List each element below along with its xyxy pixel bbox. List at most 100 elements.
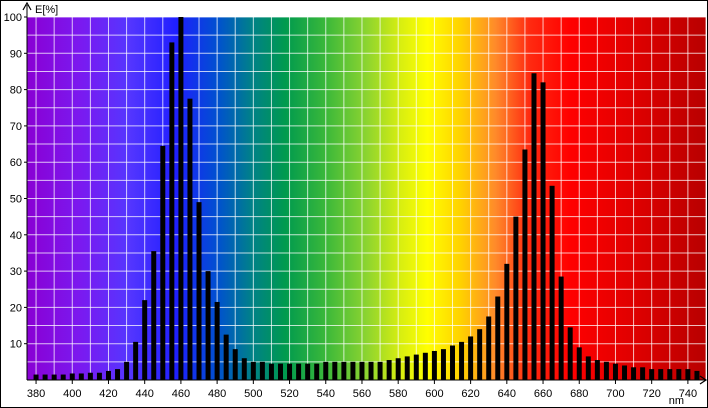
spectrum-bar <box>124 361 130 380</box>
spectrum-bar <box>622 365 628 380</box>
spectrum-bar <box>450 345 455 380</box>
x-tick-label: 720 <box>643 388 661 400</box>
x-axis-label: nm <box>669 395 684 407</box>
spectrum-bar <box>341 361 347 380</box>
spectrum-bar <box>649 369 655 380</box>
spectrum-bar <box>115 369 121 380</box>
spectrum-bar <box>105 370 111 380</box>
spectrum-bar <box>268 363 274 380</box>
spectrum-bar <box>214 301 220 380</box>
spectrum-bar <box>640 367 646 380</box>
spectrum-bar <box>160 145 166 380</box>
spectrum-bar <box>223 334 229 380</box>
spectrum-bar <box>694 370 700 380</box>
x-tick-label: 460 <box>172 388 190 400</box>
spectrum-bar <box>676 369 682 380</box>
spectrum-bar <box>531 73 537 380</box>
x-tick-label: 700 <box>606 388 624 400</box>
spectrum-bar <box>332 361 338 380</box>
bar-series <box>33 17 700 381</box>
spectrum-bar <box>178 17 184 380</box>
tick-labels: 380 400 420 440 460 480 500 520 540 560 580 600 620 6… <box>4 12 697 400</box>
spectrum-bar <box>658 369 664 380</box>
spectrum-bar <box>603 361 609 380</box>
y-axis-label: E[%] <box>35 4 58 16</box>
spectrum-bar <box>422 352 428 380</box>
spectrum-bar <box>78 373 84 380</box>
spectrum-bar <box>377 361 383 380</box>
spectrum-bar <box>87 372 93 380</box>
spectrum-bar <box>558 276 564 380</box>
spectrum-bar <box>413 354 419 380</box>
y-axis-arrow <box>22 1 32 11</box>
spectrum-bar <box>305 363 311 380</box>
spectrum-bar <box>468 336 474 380</box>
spectrum-bar <box>296 363 302 380</box>
y-tick-label: 50 <box>10 194 22 206</box>
spectrum-bar <box>60 374 66 380</box>
y-tick-label: 90 <box>10 48 22 60</box>
spectrum-bar <box>278 363 283 380</box>
x-tick-label: 540 <box>317 388 335 400</box>
x-tick-label: 560 <box>353 388 371 400</box>
spectrum-bar <box>594 360 600 380</box>
spectrum-bar <box>585 356 591 380</box>
spectrum-bar <box>250 361 256 380</box>
spectrum-bar <box>477 329 483 380</box>
spectrum-bar <box>33 374 39 380</box>
y-tick-label: 60 <box>10 157 22 169</box>
spectrum-bar <box>522 149 528 380</box>
x-axis-arrow <box>699 375 708 385</box>
spectrum-bar <box>395 358 401 380</box>
spectrum-bar <box>404 356 410 380</box>
spectrum-bar <box>549 185 555 380</box>
spectrum-bar <box>314 363 320 380</box>
x-tick-label: 440 <box>136 388 154 400</box>
x-tick-label: 640 <box>498 388 516 400</box>
spectrum-bar <box>631 367 637 380</box>
spectrum-bar <box>96 372 102 380</box>
spectrum-bar <box>205 271 211 380</box>
spectrum-bar <box>540 82 546 380</box>
spectrum-bar <box>196 202 202 380</box>
spectrum-bar <box>576 347 582 380</box>
spectrum-bar <box>51 374 57 380</box>
spectrum-bar <box>567 327 573 380</box>
x-tick-label: 600 <box>425 388 443 400</box>
x-tick-label: 420 <box>99 388 117 400</box>
spectrum-bar <box>241 358 247 380</box>
spectrum-bar <box>667 369 673 380</box>
spectrum-bar <box>431 350 437 380</box>
spectrum-bar <box>169 42 175 380</box>
spectrum-bar <box>504 263 510 380</box>
spectrum-bar <box>486 316 492 380</box>
y-tick-label: 70 <box>10 121 22 133</box>
spectrum-bar <box>42 374 48 380</box>
y-tick-label: 40 <box>10 230 22 242</box>
spectrum-bar <box>368 361 374 380</box>
spectrum-bar <box>386 360 392 380</box>
x-tick-label: 740 <box>679 388 697 400</box>
axes <box>22 1 708 385</box>
spectrum-bar <box>685 369 691 380</box>
y-tick-label: 30 <box>10 266 22 278</box>
x-tick-label: 520 <box>280 388 298 400</box>
x-tick-label: 480 <box>208 388 226 400</box>
spectrum-bar <box>142 300 148 380</box>
spectrum-bar <box>287 363 293 380</box>
x-tick-label: 680 <box>570 388 588 400</box>
x-tick-label: 380 <box>27 388 45 400</box>
spectrum-bar <box>440 349 446 380</box>
grid-lines <box>27 16 707 380</box>
spectrum-bar <box>350 361 356 380</box>
spectrum-bar <box>495 296 501 380</box>
spectrum-bar <box>187 98 193 381</box>
y-tick-label: 80 <box>10 85 22 97</box>
x-tick-label: 620 <box>461 388 479 400</box>
x-tick-label: 400 <box>63 388 81 400</box>
spectrum-bar <box>151 251 157 380</box>
spectrum-bar <box>513 216 519 380</box>
x-tick-label: 660 <box>534 388 552 400</box>
